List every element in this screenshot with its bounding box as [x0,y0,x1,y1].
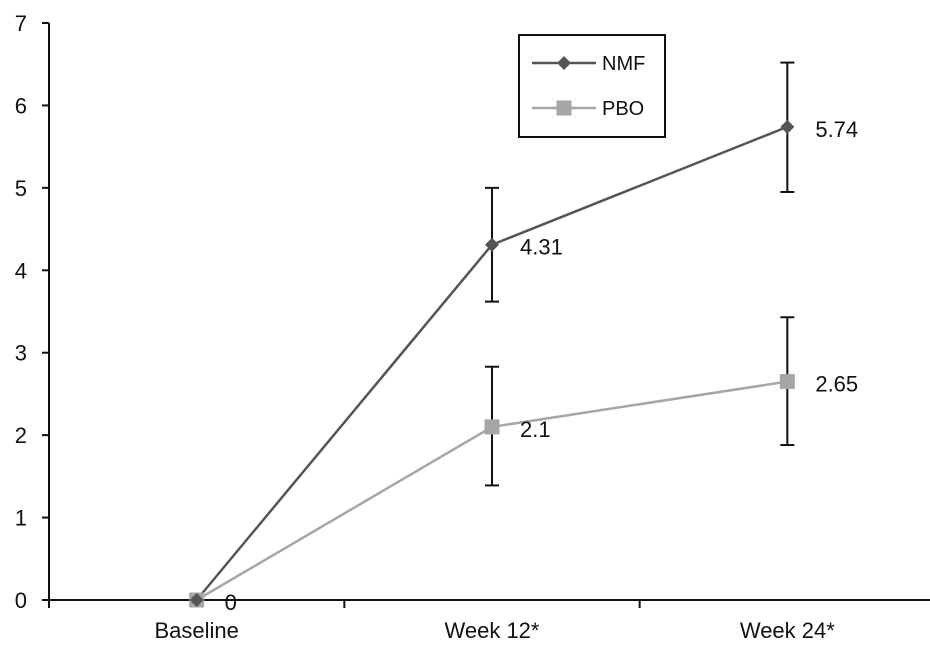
y-tick-label: 3 [15,341,27,366]
x-tick-label: Week 24* [740,618,835,643]
legend-label-pbo: PBO [602,98,644,120]
y-axis: 0 1 2 3 4 5 6 7 [15,11,50,613]
y-tick-label: 5 [15,176,27,201]
y-tick-label: 2 [15,423,27,448]
legend: NMF PBO [518,34,666,138]
x-axis: Baseline Week 12* Week 24* [48,599,930,643]
nmf-marker [485,237,499,252]
y-tick-label: 4 [15,258,27,283]
legend-box [518,34,666,138]
legend-marker-nmf [557,56,571,70]
x-tick-label: Baseline [154,618,238,643]
y-tick-label: 6 [15,93,27,118]
nmf-data-label: 5.74 [815,117,858,142]
y-tick-label: 0 [15,588,27,613]
nmf-data-label: 4.31 [520,235,563,260]
nmf-marker [189,593,204,607]
y-tick-label: 7 [15,11,27,36]
data-labels: 0 2.1 2.65 4.31 5.74 [225,117,858,615]
legend-label-nmf: NMF [602,53,645,75]
nmf-marker [780,119,795,134]
pbo-marker [779,374,795,390]
x-tick-label: Week 12* [445,618,540,643]
y-tick-label: 1 [15,506,27,531]
series-markers [189,119,795,608]
pbo-data-label: 2.1 [520,417,551,442]
pbo-marker [484,419,500,435]
legend-marker-pbo [556,100,572,116]
pbo-data-label: 0 [225,590,237,615]
pbo-data-label: 2.65 [815,372,858,397]
